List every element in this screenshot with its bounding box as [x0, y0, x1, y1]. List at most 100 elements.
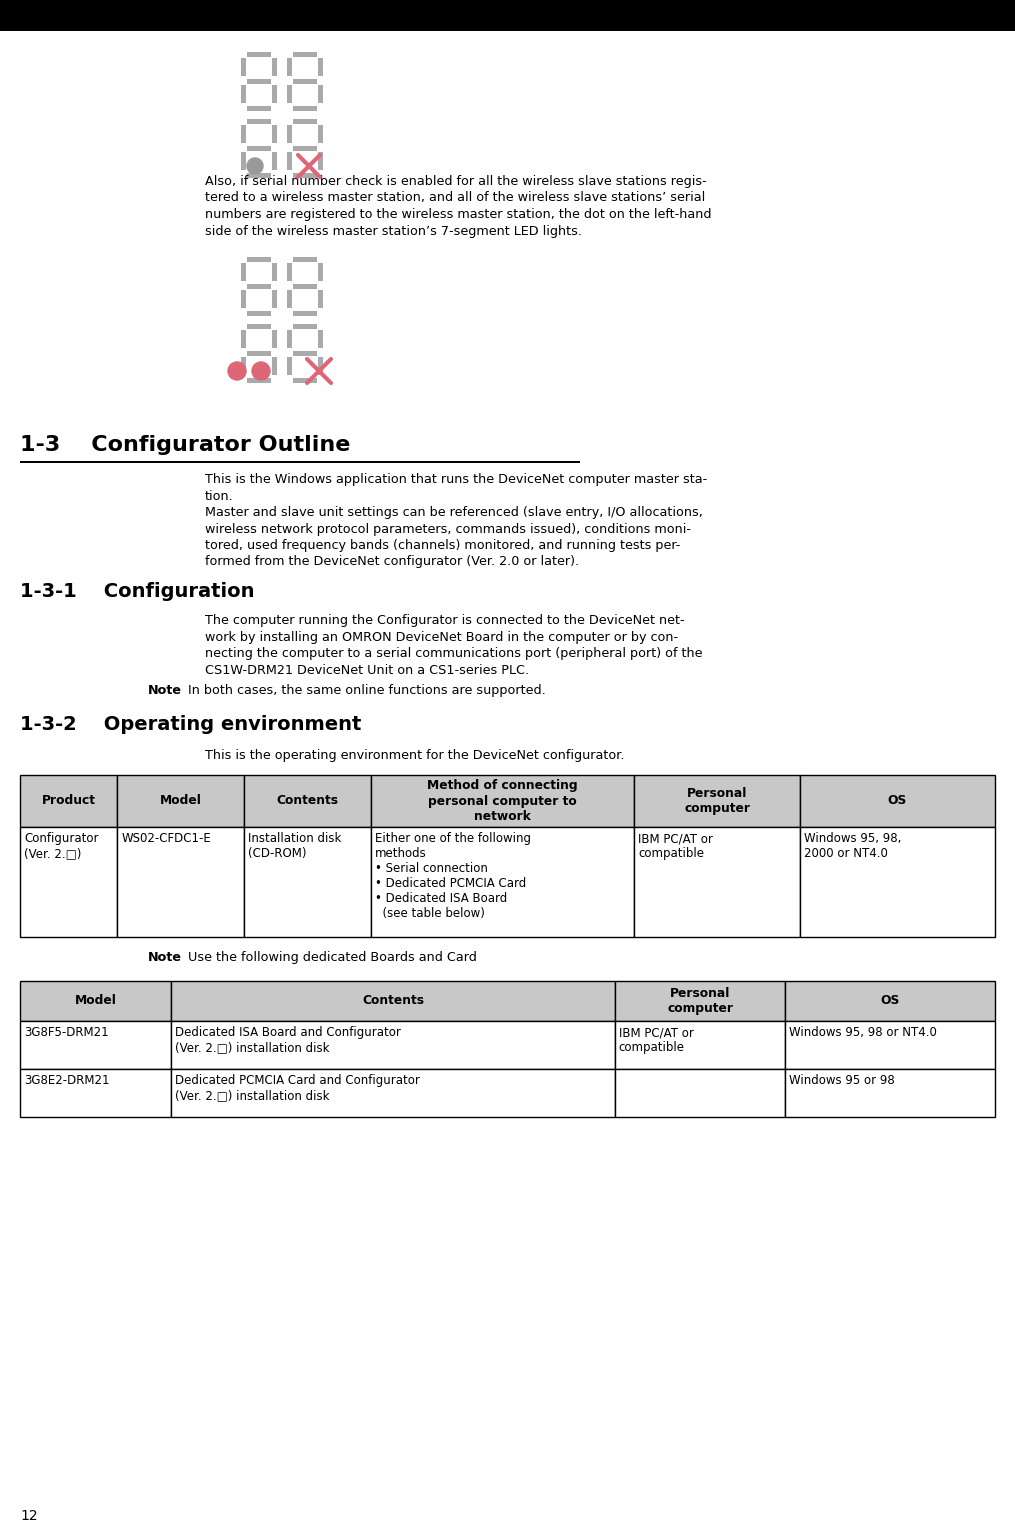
Bar	[800, 827, 995, 938]
Bar	[247, 378, 271, 383]
Bar	[247, 174, 271, 178]
Bar	[287, 124, 292, 143]
Bar	[247, 284, 271, 289]
Text: Product: Product	[42, 795, 95, 807]
Bar	[287, 85, 292, 103]
Text: Also, if serial number check is enabled for all the wireless slave stations regi: Also, if serial number check is enabled …	[205, 175, 706, 188]
Bar	[615, 1070, 786, 1117]
Text: tored, used frequency bands (channels) monitored, and running tests per-: tored, used frequency bands (channels) m…	[205, 539, 680, 552]
Bar	[272, 58, 277, 75]
Bar	[247, 324, 271, 329]
Bar	[318, 290, 323, 307]
Bar	[634, 827, 800, 938]
Text: 3G8F5-DRM21: 3G8F5-DRM21	[24, 1027, 109, 1039]
Text: OS: OS	[881, 994, 900, 1007]
Text: Configurator
(Ver. 2.□): Configurator (Ver. 2.□)	[24, 832, 98, 861]
Text: 1-3-2    Operating environment: 1-3-2 Operating environment	[20, 715, 361, 733]
Bar	[371, 827, 634, 938]
Bar	[371, 775, 634, 827]
Bar	[241, 58, 246, 75]
Bar	[287, 152, 292, 169]
Text: tered to a wireless master station, and all of the wireless slave stations’ seri: tered to a wireless master station, and …	[205, 192, 705, 204]
Text: Note: Note	[148, 684, 182, 696]
Text: work by installing an OMRON DeviceNet Board in the computer or by con-: work by installing an OMRON DeviceNet Bo…	[205, 630, 678, 644]
Bar	[293, 52, 317, 57]
Bar	[272, 124, 277, 143]
Bar	[247, 310, 271, 317]
Bar	[241, 124, 246, 143]
Bar	[272, 263, 277, 280]
Text: Windows 95 or 98: Windows 95 or 98	[790, 1074, 895, 1087]
Bar	[786, 1070, 995, 1117]
Bar	[318, 357, 323, 375]
Bar	[287, 357, 292, 375]
Text: Installation disk
(CD-ROM): Installation disk (CD-ROM)	[249, 832, 342, 861]
Bar	[293, 174, 317, 178]
Text: Model: Model	[75, 994, 117, 1007]
Text: Model: Model	[160, 795, 202, 807]
Text: Either one of the following
methods
• Serial connection
• Dedicated PCMCIA Card
: Either one of the following methods • Se…	[375, 832, 531, 921]
Text: side of the wireless master station’s 7-segment LED lights.: side of the wireless master station’s 7-…	[205, 224, 582, 238]
Bar	[287, 58, 292, 75]
Text: The computer running the Configurator is connected to the DeviceNet net-: The computer running the Configurator is…	[205, 613, 685, 627]
Bar	[241, 263, 246, 280]
Bar	[287, 330, 292, 347]
Circle shape	[252, 363, 270, 380]
Bar	[800, 775, 995, 827]
Bar	[247, 118, 271, 124]
Bar	[20, 827, 118, 938]
Bar	[318, 263, 323, 280]
Text: This is the Windows application that runs the DeviceNet computer master sta-: This is the Windows application that run…	[205, 473, 707, 486]
Text: Master and slave unit settings can be referenced (slave entry, I/O allocations,: Master and slave unit settings can be re…	[205, 506, 702, 520]
Bar	[634, 775, 800, 827]
Text: Contents: Contents	[362, 994, 424, 1007]
Bar	[247, 52, 271, 57]
Bar	[241, 152, 246, 169]
Bar	[272, 290, 277, 307]
Text: Section 1-3: Section 1-3	[919, 6, 1007, 20]
Bar	[293, 78, 317, 85]
Bar	[287, 290, 292, 307]
Bar	[241, 330, 246, 347]
Text: Contents: Contents	[277, 795, 339, 807]
Bar	[318, 330, 323, 347]
Bar	[293, 378, 317, 383]
Text: WS02-CFDC1-E: WS02-CFDC1-E	[122, 832, 211, 845]
Text: This is the operating environment for the DeviceNet configurator.: This is the operating environment for th…	[205, 749, 624, 761]
Text: OS: OS	[888, 795, 907, 807]
Bar	[245, 827, 371, 938]
Bar	[293, 310, 317, 317]
Bar	[786, 1021, 995, 1070]
Bar	[287, 263, 292, 280]
Text: Personal
computer: Personal computer	[684, 787, 750, 815]
Bar	[293, 106, 317, 111]
Bar	[272, 85, 277, 103]
Bar	[615, 1021, 786, 1070]
Text: 12: 12	[20, 1509, 38, 1523]
Bar	[241, 85, 246, 103]
Text: IBM PC/AT or
compatible: IBM PC/AT or compatible	[638, 832, 714, 861]
Bar	[247, 146, 271, 151]
Bar	[20, 1021, 172, 1070]
Bar	[318, 58, 323, 75]
Text: wireless network protocol parameters, commands issued), conditions moni-: wireless network protocol parameters, co…	[205, 523, 691, 535]
Bar	[0, 0, 1015, 26]
Circle shape	[247, 158, 263, 174]
Text: 3G8E2-DRM21: 3G8E2-DRM21	[24, 1074, 110, 1087]
Bar	[247, 350, 271, 357]
Bar	[241, 290, 246, 307]
Text: Method of connecting
personal computer to
network: Method of connecting personal computer t…	[427, 779, 578, 822]
Text: CS1W-DRM21 DeviceNet Unit on a CS1-series PLC.: CS1W-DRM21 DeviceNet Unit on a CS1-serie…	[205, 664, 529, 676]
Bar	[293, 257, 317, 261]
Bar	[293, 350, 317, 357]
Bar	[293, 284, 317, 289]
Bar	[0, 26, 1015, 31]
Bar	[293, 324, 317, 329]
Bar	[318, 124, 323, 143]
Bar	[172, 1070, 615, 1117]
Bar	[20, 775, 118, 827]
Bar	[247, 78, 271, 85]
Text: Personal
computer: Personal computer	[667, 987, 733, 1014]
Bar	[245, 775, 371, 827]
Circle shape	[228, 363, 246, 380]
